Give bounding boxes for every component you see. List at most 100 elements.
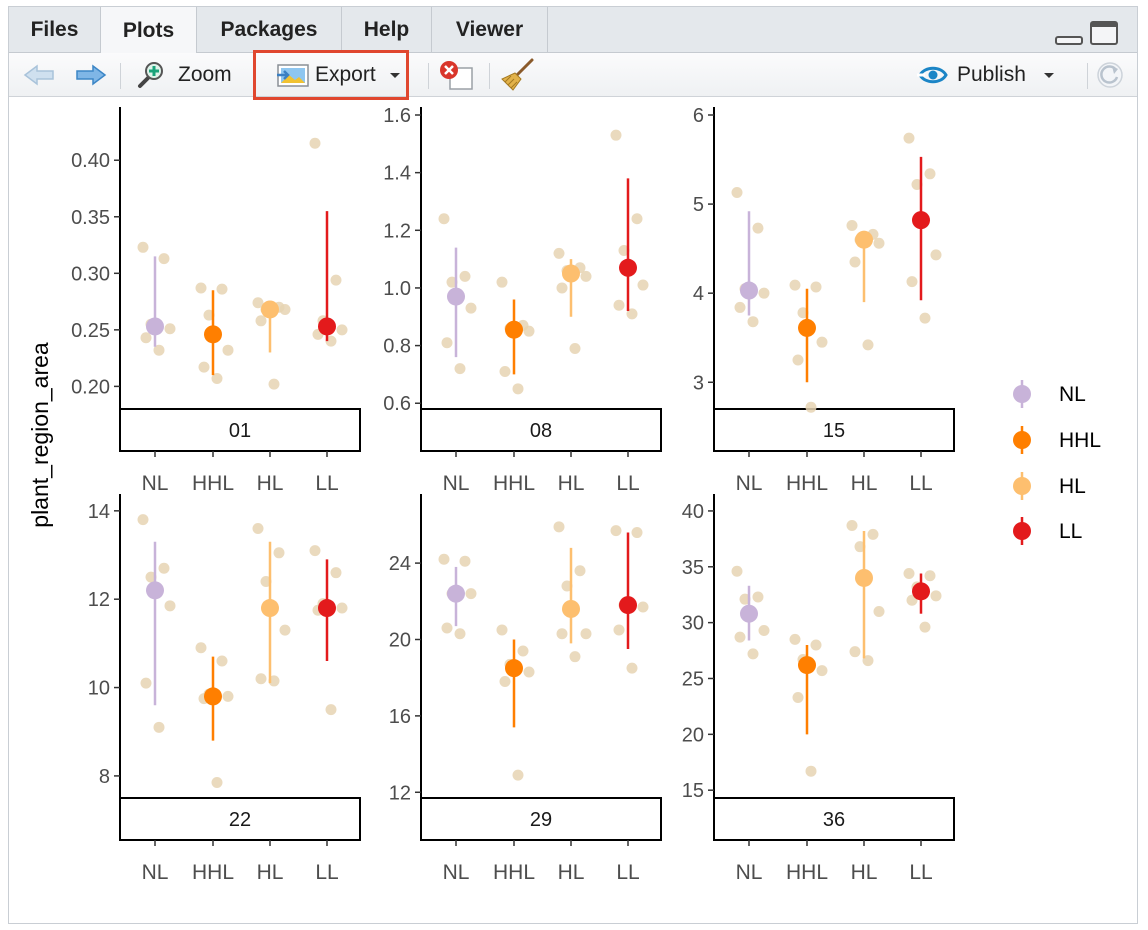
raw-data-point bbox=[198, 361, 210, 373]
toolbar-separator bbox=[428, 63, 429, 89]
facet-panel: 12 16 20 24 29 NL HHL HL LL bbox=[389, 494, 662, 884]
facet-strip bbox=[119, 797, 361, 841]
raw-data-point bbox=[610, 525, 622, 537]
raw-data-point bbox=[222, 344, 234, 356]
raw-data-point bbox=[330, 274, 342, 286]
y-tick-label: 1.6 bbox=[383, 105, 411, 127]
y-tick-label: 40 bbox=[682, 501, 704, 523]
tab-help[interactable]: Help bbox=[342, 7, 432, 53]
x-tick-label: HL bbox=[851, 861, 878, 884]
legend-label: NL bbox=[1059, 383, 1086, 406]
y-tick-label: 35 bbox=[682, 557, 704, 579]
raw-data-point bbox=[158, 562, 170, 574]
y-tick-label: 12 bbox=[389, 782, 411, 804]
clear-all-button[interactable] bbox=[499, 53, 535, 97]
raw-data-point bbox=[580, 270, 592, 282]
raw-data-point bbox=[747, 648, 759, 660]
maximize-pane-icon[interactable] bbox=[1090, 21, 1118, 50]
raw-data-point bbox=[752, 591, 764, 603]
x-tick-label: LL bbox=[315, 472, 338, 495]
x-tick-label: NL bbox=[142, 861, 169, 884]
forward-button[interactable] bbox=[75, 53, 107, 97]
raw-data-point bbox=[930, 249, 942, 261]
tab-packages[interactable]: Packages bbox=[197, 7, 342, 53]
y-tick-label: 8 bbox=[99, 766, 110, 788]
raw-data-point bbox=[924, 570, 936, 582]
plots-pane: Files Plots Packages Help Viewer bbox=[8, 6, 1138, 924]
y-tick-label: 3 bbox=[693, 372, 704, 394]
raw-data-point bbox=[164, 600, 176, 612]
mean-point bbox=[447, 584, 465, 603]
legend-label: HL bbox=[1059, 475, 1086, 498]
mean-point bbox=[562, 264, 580, 283]
mean-point bbox=[447, 287, 465, 306]
x-tick-label: LL bbox=[616, 472, 639, 495]
facet-panel: 0.20 0.25 0.30 0.35 0.40 01 NL HHL HL LL bbox=[71, 107, 361, 495]
raw-data-point bbox=[438, 213, 450, 225]
facet-panel: 8 10 12 14 22 NL HHL HL LL bbox=[88, 494, 361, 884]
raw-data-point bbox=[930, 590, 942, 602]
raw-data-point bbox=[810, 639, 822, 651]
y-tick-label: 30 bbox=[682, 613, 704, 635]
back-button[interactable] bbox=[23, 53, 55, 97]
raw-data-point bbox=[309, 137, 321, 149]
raw-data-point bbox=[211, 372, 223, 384]
y-tick-label: 5 bbox=[693, 194, 704, 216]
raw-data-point bbox=[569, 342, 581, 354]
raw-data-point bbox=[164, 323, 176, 335]
tab-files[interactable]: Files bbox=[9, 7, 101, 53]
raw-data-point bbox=[459, 555, 471, 567]
mean-point bbox=[855, 230, 873, 249]
raw-data-point bbox=[517, 645, 529, 657]
raw-data-point bbox=[153, 344, 165, 356]
minimize-pane-icon[interactable] bbox=[1055, 21, 1083, 50]
raw-data-point bbox=[137, 514, 149, 526]
mean-point bbox=[855, 568, 873, 587]
x-tick-label: LL bbox=[616, 861, 639, 884]
raw-data-point bbox=[752, 222, 764, 234]
y-tick-label: 0.25 bbox=[71, 320, 110, 342]
mean-point bbox=[204, 325, 222, 344]
raw-data-point bbox=[216, 655, 228, 667]
mean-point bbox=[261, 599, 279, 618]
raw-data-point bbox=[137, 241, 149, 253]
x-tick-label: HHL bbox=[493, 472, 535, 495]
y-tick-label: 1.0 bbox=[383, 278, 411, 300]
raw-data-point bbox=[805, 401, 817, 413]
export-button[interactable]: Export bbox=[277, 53, 406, 97]
raw-data-point bbox=[195, 282, 207, 294]
raw-data-point bbox=[919, 621, 931, 633]
raw-data-point bbox=[252, 523, 264, 535]
y-tick-label: 10 bbox=[88, 678, 110, 700]
y-tick-label: 6 bbox=[693, 105, 704, 127]
raw-data-point bbox=[846, 219, 858, 231]
back-arrow-icon bbox=[23, 64, 54, 86]
remove-plot-button[interactable] bbox=[437, 53, 475, 97]
zoom-button[interactable]: Zoom bbox=[136, 53, 232, 97]
faceted-scatter-plot: plant_region_area 0.20 0.25 0.30 0.35 0.40 01… bbox=[27, 105, 1101, 884]
raw-data-point bbox=[158, 253, 170, 265]
raw-data-point bbox=[631, 213, 643, 225]
remove-plot-icon bbox=[440, 61, 473, 90]
raw-data-point bbox=[637, 279, 649, 291]
x-tick-label: HHL bbox=[493, 861, 535, 884]
legend-label: LL bbox=[1059, 520, 1082, 543]
raw-data-point bbox=[903, 132, 915, 144]
mean-point bbox=[562, 599, 580, 618]
raw-data-point bbox=[195, 642, 207, 654]
raw-data-point bbox=[499, 366, 511, 378]
x-tick-label: HHL bbox=[192, 472, 234, 495]
refresh-button[interactable] bbox=[1095, 53, 1125, 97]
tab-viewer[interactable]: Viewer bbox=[432, 7, 548, 53]
raw-data-point bbox=[523, 325, 535, 337]
publish-button[interactable]: Publish bbox=[917, 53, 1060, 97]
mean-point bbox=[912, 582, 930, 601]
raw-data-point bbox=[336, 324, 348, 336]
tab-plots[interactable]: Plots bbox=[101, 7, 197, 54]
x-tick-label: NL bbox=[736, 472, 763, 495]
raw-data-point bbox=[849, 256, 861, 268]
export-image-icon bbox=[277, 64, 309, 87]
y-tick-label: 1.2 bbox=[383, 220, 411, 242]
raw-data-point bbox=[499, 676, 511, 688]
y-tick-label: 0.8 bbox=[383, 336, 411, 358]
